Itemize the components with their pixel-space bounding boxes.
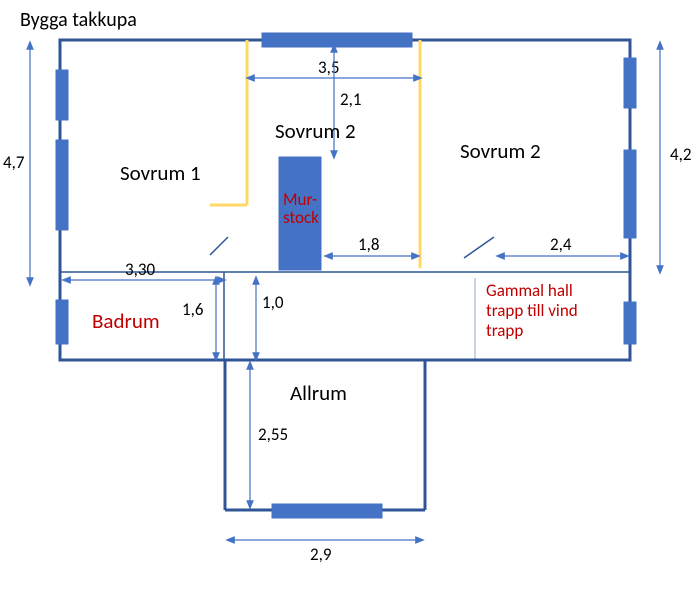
right-top-window (624, 58, 636, 108)
dim-1-6: 1,6 (182, 299, 204, 320)
left-bot-window (56, 300, 68, 344)
dim-1-0: 1,0 (262, 292, 284, 313)
dim-1-8: 1,8 (358, 234, 379, 255)
floorplan-canvas: 4,7 4,2 3,5 2,1 3,30 1,6 1,0 1,8 2,4 2,5… (0, 0, 700, 616)
dim-2-1: 2,1 (340, 89, 361, 110)
door-swing-1 (210, 237, 228, 255)
right-bot-window (624, 302, 636, 344)
gammal-label-2: trapp till vind (486, 300, 578, 321)
sovrum-1-label: Sovrum 1 (120, 160, 201, 186)
left-top-window (56, 70, 68, 120)
right-mid-window (624, 150, 636, 238)
dim-4-2: 4,2 (670, 144, 691, 165)
dim-3-5: 3,5 (318, 57, 339, 78)
door-swing-2 (464, 237, 494, 258)
dim-2-9: 2,9 (310, 544, 332, 565)
allrum-window (272, 504, 382, 518)
sovrum-2b-label: Sovrum 2 (460, 138, 541, 164)
dim-4-7: 4,7 (3, 152, 25, 173)
murstock-label-2: stock (283, 207, 319, 228)
allrum-label: Allrum (290, 380, 347, 406)
left-mid-window (56, 140, 68, 230)
dim-2-4: 2,4 (550, 234, 572, 255)
badrum-label: Badrum (92, 308, 160, 334)
gammal-label-1: Gammal hall (486, 280, 573, 301)
sovrum-2a-label: Sovrum 2 (275, 118, 356, 144)
dim-2-55: 2,55 (258, 424, 288, 445)
top-window (262, 33, 412, 47)
gammal-label-3: trapp (486, 320, 523, 341)
dim-3-30: 3,30 (125, 259, 155, 280)
